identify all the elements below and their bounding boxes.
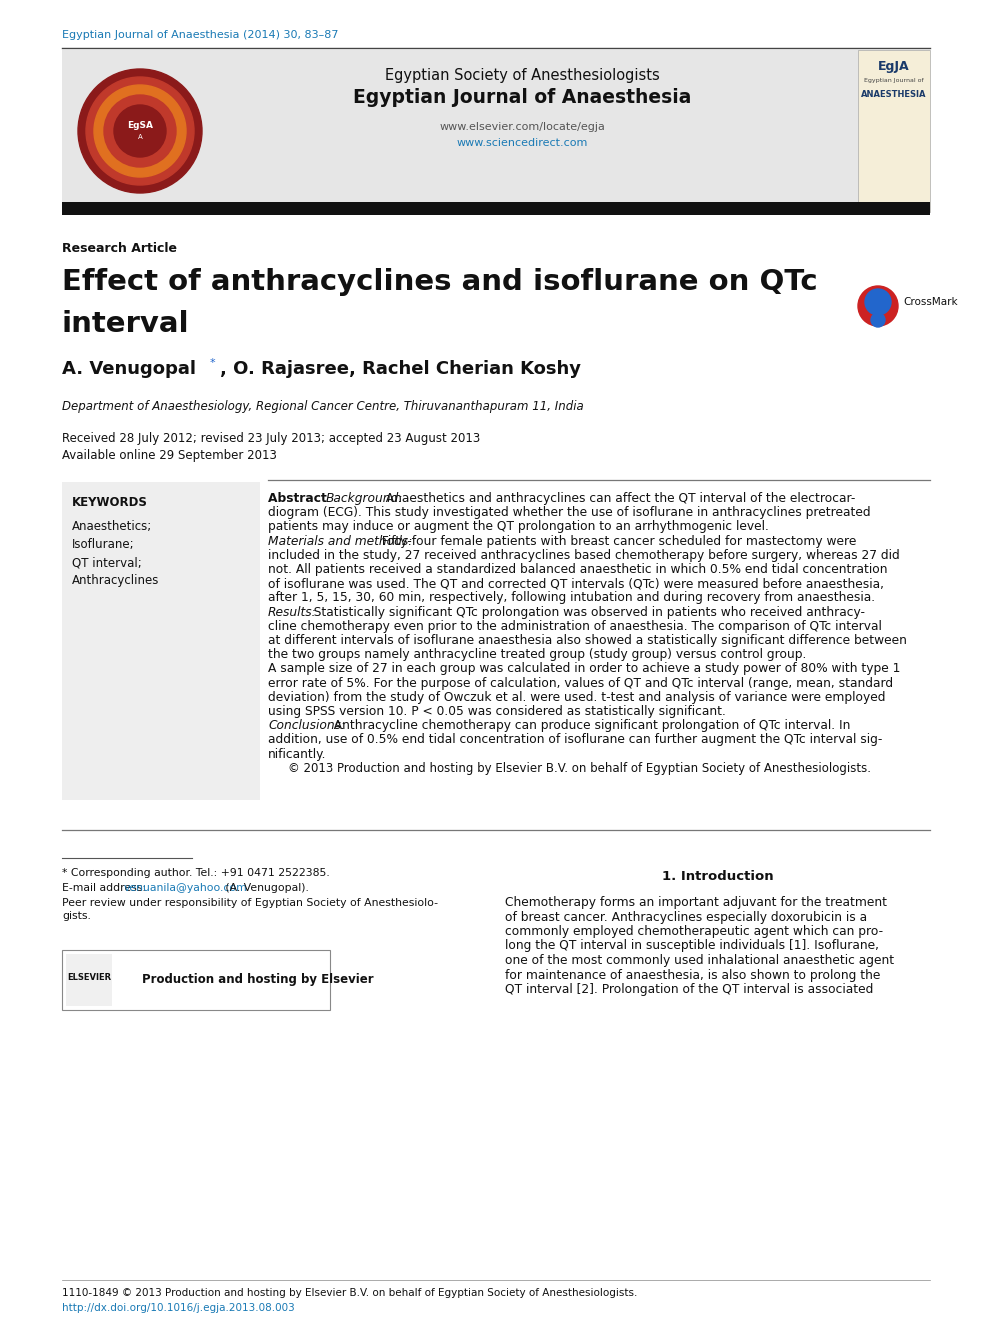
Text: addition, use of 0.5% end tidal concentration of isoflurane can further augment : addition, use of 0.5% end tidal concentr… [268, 733, 882, 746]
Text: included in the study, 27 received anthracyclines based chemotherapy before surg: included in the study, 27 received anthr… [268, 549, 900, 562]
Text: commonly employed chemotherapeutic agent which can pro-: commonly employed chemotherapeutic agent… [505, 925, 883, 938]
Text: Research Article: Research Article [62, 242, 177, 255]
Text: at different intervals of isoflurane anaesthesia also showed a statistically sig: at different intervals of isoflurane ana… [268, 634, 907, 647]
Text: EgSA: EgSA [127, 120, 153, 130]
Text: not. All patients received a standardized balanced anaesthetic in which 0.5% end: not. All patients received a standardize… [268, 564, 888, 576]
Circle shape [78, 69, 202, 193]
Text: nificantly.: nificantly. [268, 747, 326, 761]
Text: patients may induce or augment the QT prolongation to an arrhythmogenic level.: patients may induce or augment the QT pr… [268, 520, 769, 533]
Text: A sample size of 27 in each group was calculated in order to achieve a study pow: A sample size of 27 in each group was ca… [268, 663, 901, 676]
Text: www.sciencedirect.com: www.sciencedirect.com [456, 138, 587, 148]
Text: QT interval [2]. Prolongation of the QT interval is associated: QT interval [2]. Prolongation of the QT … [505, 983, 873, 996]
Text: © 2013 Production and hosting by Elsevier B.V. on behalf of Egyptian Society of : © 2013 Production and hosting by Elsevie… [288, 762, 871, 775]
Text: (A. Venugopal).: (A. Venugopal). [222, 882, 309, 893]
Bar [66, 954, 112, 1005]
Text: http://dx.doi.org/10.1016/j.egja.2013.08.003: http://dx.doi.org/10.1016/j.egja.2013.08… [62, 1303, 295, 1312]
Text: Egyptian Journal of Anaesthesia: Egyptian Journal of Anaesthesia [353, 89, 691, 107]
Text: cline chemotherapy even prior to the administration of anaesthesia. The comparis: cline chemotherapy even prior to the adm… [268, 619, 882, 632]
Text: interval: interval [62, 310, 189, 337]
Text: Received 28 July 2012; revised 23 July 2013; accepted 23 August 2013: Received 28 July 2012; revised 23 July 2… [62, 433, 480, 445]
Text: for maintenance of anaesthesia, is also shown to prolong the: for maintenance of anaesthesia, is also … [505, 968, 880, 982]
Text: Anaesthetics and anthracyclines can affect the QT interval of the electrocar-: Anaesthetics and anthracyclines can affe… [378, 492, 855, 505]
Text: Egyptian Journal of: Egyptian Journal of [864, 78, 924, 83]
Text: QT interval;: QT interval; [72, 556, 142, 569]
Text: E-mail address:: E-mail address: [62, 882, 150, 893]
Text: Production and hosting by Elsevier: Production and hosting by Elsevier [142, 974, 374, 987]
Text: deviation) from the study of Owczuk et al. were used. t-test and analysis of var: deviation) from the study of Owczuk et a… [268, 691, 886, 704]
Bar [62, 950, 330, 1009]
Text: Conclusions:: Conclusions: [268, 720, 345, 732]
Text: Materials and methods:: Materials and methods: [268, 534, 413, 548]
Text: of isoflurane was used. The QT and corrected QT intervals (QTc) were measured be: of isoflurane was used. The QT and corre… [268, 577, 884, 590]
Text: long the QT interval in susceptible individuals [1]. Isoflurane,: long the QT interval in susceptible indi… [505, 939, 879, 953]
Text: Available online 29 September 2013: Available online 29 September 2013 [62, 448, 277, 462]
Text: error rate of 5%. For the purpose of calculation, values of QT and QTc interval : error rate of 5%. For the purpose of cal… [268, 676, 893, 689]
Text: diogram (ECG). This study investigated whether the use of isoflurane in anthracy: diogram (ECG). This study investigated w… [268, 507, 871, 519]
Text: ELSEVIER: ELSEVIER [66, 974, 111, 983]
Text: *: * [210, 359, 215, 368]
Text: EgJA: EgJA [878, 60, 910, 73]
Bar [62, 202, 930, 216]
Text: Anthracyclines: Anthracyclines [72, 574, 160, 587]
Text: of breast cancer. Anthracyclines especially doxorubicin is a: of breast cancer. Anthracyclines especia… [505, 910, 867, 923]
Text: Abstract: Abstract [268, 492, 339, 505]
Text: the two groups namely anthracycline treated group (study group) versus control g: the two groups namely anthracycline trea… [268, 648, 806, 662]
Text: Fifty-four female patients with breast cancer scheduled for mastectomy were: Fifty-four female patients with breast c… [374, 534, 856, 548]
Text: KEYWORDS: KEYWORDS [72, 496, 148, 509]
Text: Results:: Results: [268, 606, 316, 619]
Circle shape [865, 288, 891, 315]
Text: after 1, 5, 15, 30, 60 min, respectively, following intubation and during recove: after 1, 5, 15, 30, 60 min, respectively… [268, 591, 875, 605]
Text: Egyptian Society of Anesthesiologists: Egyptian Society of Anesthesiologists [385, 67, 660, 83]
Text: CrossMark: CrossMark [903, 296, 957, 307]
Circle shape [858, 286, 898, 325]
Text: Egyptian Journal of Anaesthesia (2014) 30, 83–87: Egyptian Journal of Anaesthesia (2014) 3… [62, 30, 338, 40]
Text: gists.: gists. [62, 912, 91, 921]
Text: Background:: Background: [325, 492, 403, 505]
Text: Anaesthetics;: Anaesthetics; [72, 520, 152, 533]
Text: Effect of anthracyclines and isoflurane on QTc: Effect of anthracyclines and isoflurane … [62, 269, 817, 296]
Text: Statistically significant QTc prolongation was observed in patients who received: Statistically significant QTc prolongati… [307, 606, 865, 619]
Circle shape [871, 314, 885, 327]
Text: 1. Introduction: 1. Introduction [662, 871, 774, 882]
Text: Isoflurane;: Isoflurane; [72, 538, 135, 550]
Text: A. Venugopal: A. Venugopal [62, 360, 202, 378]
Bar [62, 482, 260, 800]
Text: ANAESTHESIA: ANAESTHESIA [861, 90, 927, 99]
Circle shape [94, 85, 186, 177]
Circle shape [104, 95, 176, 167]
Text: , O. Rajasree, Rachel Cherian Koshy: , O. Rajasree, Rachel Cherian Koshy [220, 360, 581, 378]
Text: www.elsevier.com/locate/egja: www.elsevier.com/locate/egja [439, 122, 605, 132]
Text: Peer review under responsibility of Egyptian Society of Anesthesiolo-: Peer review under responsibility of Egyp… [62, 898, 438, 908]
Text: Chemotherapy forms an important adjuvant for the treatment: Chemotherapy forms an important adjuvant… [505, 896, 887, 909]
Text: using SPSS version 10. P < 0.05 was considered as statistically significant.: using SPSS version 10. P < 0.05 was cons… [268, 705, 726, 718]
Text: A: A [138, 134, 143, 140]
Text: * Corresponding author. Tel.: +91 0471 2522385.: * Corresponding author. Tel.: +91 0471 2… [62, 868, 329, 878]
Circle shape [86, 77, 194, 185]
Circle shape [114, 105, 166, 157]
Text: Anthracycline chemotherapy can produce significant prolongation of QTc interval.: Anthracycline chemotherapy can produce s… [325, 720, 850, 732]
Text: one of the most commonly used inhalational anaesthetic agent: one of the most commonly used inhalation… [505, 954, 894, 967]
Text: 1110-1849 © 2013 Production and hosting by Elsevier B.V. on behalf of Egyptian S: 1110-1849 © 2013 Production and hosting … [62, 1289, 638, 1298]
Text: venuanila@yahoo.com: venuanila@yahoo.com [124, 882, 248, 893]
Bar [858, 50, 930, 212]
Bar [62, 50, 930, 212]
Text: Department of Anaesthesiology, Regional Cancer Centre, Thiruvananthapuram 11, In: Department of Anaesthesiology, Regional … [62, 400, 583, 413]
